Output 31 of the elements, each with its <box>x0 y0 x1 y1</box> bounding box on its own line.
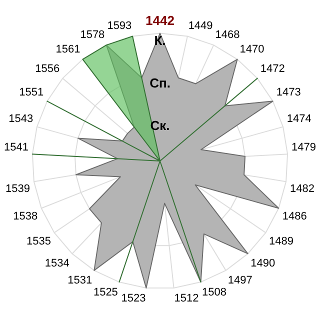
spoke-label: 1523 <box>121 292 146 305</box>
spoke-label: 1539 <box>6 182 30 195</box>
spoke-label: 1541 <box>4 141 28 154</box>
spoke-label: 1561 <box>56 44 80 56</box>
spoke-label: 1490 <box>250 257 276 270</box>
spoke-label: 1538 <box>13 210 38 222</box>
spoke-label: 1472 <box>260 63 285 76</box>
spoke-label: 1556 <box>35 63 60 76</box>
spoke-label: 1512 <box>174 292 199 305</box>
spoke-label: 1525 <box>93 286 118 298</box>
spoke-label: 1508 <box>202 286 227 298</box>
spoke-label: 1470 <box>240 44 264 56</box>
y-tick-label: Сп. <box>150 75 170 90</box>
spoke-label: 1551 <box>19 86 44 99</box>
spoke-label: 1534 <box>44 257 70 270</box>
spoke-label: 1468 <box>215 28 240 41</box>
spoke-label: 1593 <box>107 20 132 32</box>
spoke-label: 1442 <box>146 13 174 28</box>
spoke-label: 1531 <box>68 274 92 286</box>
spoke-label: 1449 <box>188 20 213 32</box>
y-tick-label: К. <box>154 32 166 48</box>
spoke-label: 1479 <box>292 141 316 154</box>
spoke-label: 1486 <box>282 210 307 222</box>
spoke-label: 1497 <box>228 274 252 286</box>
spoke-label: 1474 <box>286 113 312 126</box>
spoke-label: 1543 <box>8 113 34 126</box>
spoke-label: 1535 <box>26 236 51 248</box>
spoke-label: 1489 <box>269 236 294 248</box>
spoke-label: 1482 <box>290 182 314 195</box>
spoke-label: 1578 <box>80 28 105 41</box>
spoke-label: 1473 <box>276 86 301 99</box>
